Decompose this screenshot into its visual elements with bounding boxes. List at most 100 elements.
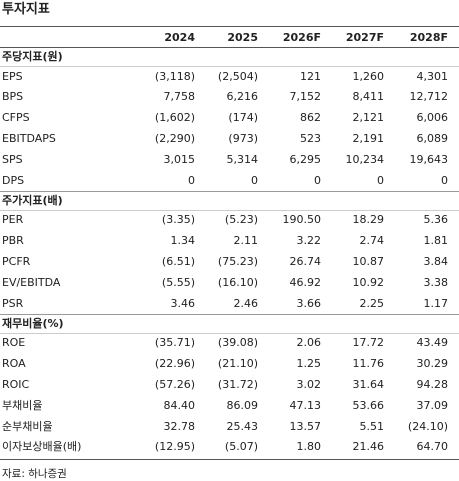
cell: 2.74 <box>359 234 385 248</box>
row-label: EPS <box>2 69 23 83</box>
cell: 10.92 <box>352 275 385 289</box>
cell: (5.23) <box>224 213 258 227</box>
row-label: 이자보상배율(배) <box>2 440 82 454</box>
rule <box>0 332 459 334</box>
rule <box>0 313 459 315</box>
cell: 84.40 <box>163 398 196 412</box>
cell: 12,712 <box>409 90 449 104</box>
cell: (75.23) <box>217 254 258 268</box>
cell: 7,758 <box>163 90 196 104</box>
row-label: 순부채비율 <box>2 419 53 433</box>
column-header: 2028F <box>409 31 448 44</box>
rule <box>0 190 459 192</box>
cell: 190.50 <box>282 213 322 227</box>
cell: (22.96) <box>154 357 195 371</box>
cell: 0 <box>188 173 195 187</box>
row-label: BPS <box>2 90 24 104</box>
row-label: DPS <box>2 173 25 187</box>
row-label: 부채비율 <box>2 398 43 412</box>
cell: 1.34 <box>170 234 196 248</box>
rule <box>0 458 459 460</box>
cell: 86.09 <box>226 398 259 412</box>
cell: (12.95) <box>154 440 195 454</box>
title: 투자지표 <box>2 2 50 17</box>
cell: 2.46 <box>233 296 259 310</box>
cell: 18.29 <box>352 213 385 227</box>
cell: 4,301 <box>416 69 449 83</box>
cell: 13.57 <box>289 419 322 433</box>
cell: (31.72) <box>217 377 258 391</box>
cell: (21.10) <box>217 357 258 371</box>
cell: (2,504) <box>217 69 258 83</box>
cell: 2.25 <box>359 296 385 310</box>
cell: 3,015 <box>163 152 196 166</box>
cell: 862 <box>300 111 321 125</box>
cell: (174) <box>228 111 258 125</box>
cell: 3.22 <box>296 234 322 248</box>
column-header: 2025 <box>227 31 258 44</box>
row-label: PBR <box>2 234 24 248</box>
cell: 94.28 <box>416 377 449 391</box>
row-label: PCFR <box>2 254 31 268</box>
cell: 5,314 <box>226 152 259 166</box>
row-label: PER <box>2 213 24 227</box>
section-title: 재무비율(%) <box>2 316 64 330</box>
cell: 5.36 <box>423 213 449 227</box>
cell: 10,234 <box>345 152 385 166</box>
rule <box>0 26 459 27</box>
cell: 26.74 <box>289 254 322 268</box>
cell: 2.11 <box>233 234 259 248</box>
cell: (1,602) <box>154 111 195 125</box>
cell: 523 <box>300 131 321 145</box>
cell: 5.51 <box>359 419 385 433</box>
column-header: 2024 <box>164 31 195 44</box>
cell: 1,260 <box>352 69 385 83</box>
row-label: EV/EBITDA <box>2 275 61 289</box>
row-label: SPS <box>2 152 23 166</box>
cell: 19,643 <box>409 152 449 166</box>
cell: 10.87 <box>352 254 385 268</box>
cell: (5.07) <box>224 440 258 454</box>
cell: 3.02 <box>296 377 322 391</box>
cell: 1.17 <box>423 296 449 310</box>
cell: 2.06 <box>296 336 322 350</box>
cell: 8,411 <box>352 90 385 104</box>
cell: 1.25 <box>296 357 322 371</box>
cell: 6,216 <box>226 90 259 104</box>
cell: 32.78 <box>163 419 196 433</box>
rule <box>0 66 459 67</box>
column-header: 2027F <box>345 31 384 44</box>
cell: 0 <box>377 173 384 187</box>
rule <box>0 47 459 48</box>
cell: 47.13 <box>289 398 322 412</box>
cell: 7,152 <box>289 90 322 104</box>
cell: (24.10) <box>407 419 448 433</box>
cell: (6.51) <box>161 254 195 268</box>
column-header: 2026F <box>282 31 321 44</box>
row-label: EBITDAPS <box>2 131 56 145</box>
row-label: ROA <box>2 357 26 371</box>
section-title: 주당지표(원) <box>2 50 63 63</box>
cell: 2,121 <box>352 111 385 125</box>
cell: (3,118) <box>154 69 195 83</box>
row-label: PSR <box>2 296 24 310</box>
cell: 1.80 <box>296 440 322 454</box>
cell: (3.35) <box>161 213 195 227</box>
row-label: CFPS <box>2 111 30 125</box>
cell: 0 <box>441 173 448 187</box>
cell: 6,006 <box>416 111 449 125</box>
cell: 3.38 <box>423 275 449 289</box>
cell: 3.66 <box>296 296 322 310</box>
cell: (16.10) <box>217 275 258 289</box>
cell: 6,089 <box>416 131 449 145</box>
cell: 2,191 <box>352 131 385 145</box>
cell: 3.46 <box>170 296 196 310</box>
cell: 30.29 <box>416 357 449 371</box>
cell: 0 <box>251 173 258 187</box>
cell: 6,295 <box>289 152 322 166</box>
cell: 121 <box>300 69 321 83</box>
row-label: ROE <box>2 336 26 350</box>
cell: (35.71) <box>154 336 195 350</box>
row-label: ROIC <box>2 377 30 391</box>
